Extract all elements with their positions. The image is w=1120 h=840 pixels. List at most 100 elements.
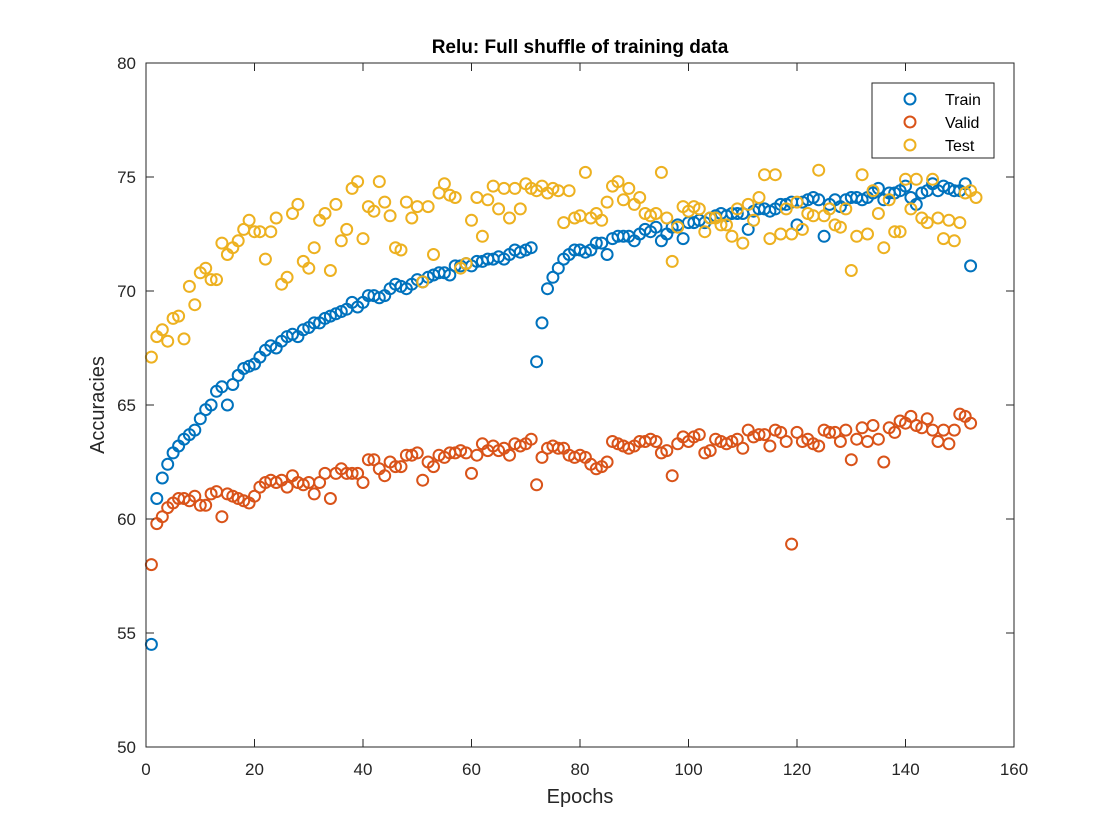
valid-point	[188, 489, 202, 503]
test-point	[692, 202, 706, 216]
test-point	[752, 191, 766, 204]
valid-point	[703, 444, 717, 458]
test-point	[172, 309, 186, 323]
valid-point	[524, 432, 538, 446]
test-point	[953, 216, 967, 230]
test-point	[248, 225, 261, 239]
valid-point	[356, 476, 370, 489]
y-tick-label: 75	[117, 168, 136, 187]
test-point	[182, 279, 196, 293]
test-point	[437, 177, 451, 191]
valid-point	[427, 460, 440, 474]
train-point	[155, 471, 169, 485]
test-point	[888, 225, 902, 239]
x-tick-label: 20	[245, 760, 264, 779]
test-point	[616, 193, 630, 207]
valid-point	[416, 473, 430, 487]
y-axis-label: Accuracies	[87, 356, 109, 454]
x-tick-label: 80	[571, 760, 590, 779]
legend-marker-test	[903, 138, 917, 152]
valid-point	[877, 455, 891, 469]
valid-point	[307, 487, 321, 501]
test-point	[399, 195, 413, 209]
test-point	[334, 234, 348, 248]
valid-point	[812, 439, 826, 453]
test-point	[307, 241, 321, 255]
valid-point	[361, 453, 375, 467]
valid-point	[779, 435, 793, 448]
test-point	[698, 225, 712, 239]
valid-point	[942, 437, 956, 451]
train-point	[150, 492, 164, 505]
test-point	[595, 213, 609, 227]
y-tick-label: 55	[117, 624, 136, 643]
train-point	[541, 282, 554, 296]
test-point	[790, 195, 804, 209]
y-tick-label: 70	[117, 282, 136, 301]
test-point	[969, 191, 983, 204]
test-point	[280, 270, 294, 284]
train-point	[616, 229, 630, 243]
test-point	[188, 298, 202, 312]
plot-background	[146, 63, 1014, 747]
test-point	[654, 165, 668, 179]
x-tick-label: 60	[462, 760, 481, 779]
x-tick-label: 120	[783, 760, 811, 779]
test-point	[909, 172, 923, 186]
test-point	[812, 163, 826, 177]
plot-frame	[145, 62, 1015, 748]
test-point	[421, 200, 435, 214]
valid-point	[503, 448, 516, 462]
test-point	[649, 207, 663, 220]
test-point	[893, 225, 907, 239]
valid-point	[871, 432, 885, 446]
test-point	[291, 197, 305, 211]
test-point	[877, 241, 891, 255]
legend-box	[871, 82, 995, 159]
valid-point	[660, 444, 674, 458]
valid-point	[844, 453, 858, 467]
train-point	[676, 232, 690, 246]
legend-label-valid: Valid	[945, 115, 979, 132]
train-point	[899, 179, 912, 193]
valid-point	[378, 469, 392, 483]
test-point	[920, 216, 934, 230]
test-point	[210, 273, 223, 287]
valid-point	[215, 510, 229, 524]
train-point	[307, 316, 321, 330]
test-point	[269, 211, 283, 225]
valid-point	[600, 455, 614, 469]
valid-point	[947, 423, 961, 437]
valid-point	[758, 428, 771, 442]
valid-point	[920, 412, 934, 426]
test-point	[199, 261, 213, 275]
test-point	[871, 207, 885, 220]
test-point	[736, 236, 750, 250]
series-test	[144, 163, 983, 364]
valid-point	[774, 425, 788, 439]
legend-label-test: Test	[945, 138, 975, 155]
x-tick-label: 140	[891, 760, 919, 779]
test-point	[242, 213, 256, 227]
test-point	[720, 218, 733, 232]
test-point	[383, 209, 397, 223]
test-point	[155, 323, 169, 337]
test-point	[730, 202, 744, 216]
test-point	[481, 193, 495, 207]
x-tick-label: 40	[354, 760, 373, 779]
valid-point	[323, 492, 337, 505]
test-point	[459, 257, 473, 271]
train-point	[524, 241, 538, 255]
test-point	[372, 175, 386, 189]
valid-point	[280, 480, 294, 494]
legend-marker-valid	[903, 115, 917, 129]
test-point	[356, 232, 370, 246]
train-point	[649, 220, 663, 234]
valid-point	[964, 416, 978, 430]
test-point	[861, 227, 874, 241]
test-point	[741, 197, 755, 211]
test-point	[926, 172, 940, 186]
legend: Train Valid Test	[871, 82, 995, 159]
y-tick-label: 65	[117, 396, 136, 415]
x-tick-label: 100	[674, 760, 702, 779]
